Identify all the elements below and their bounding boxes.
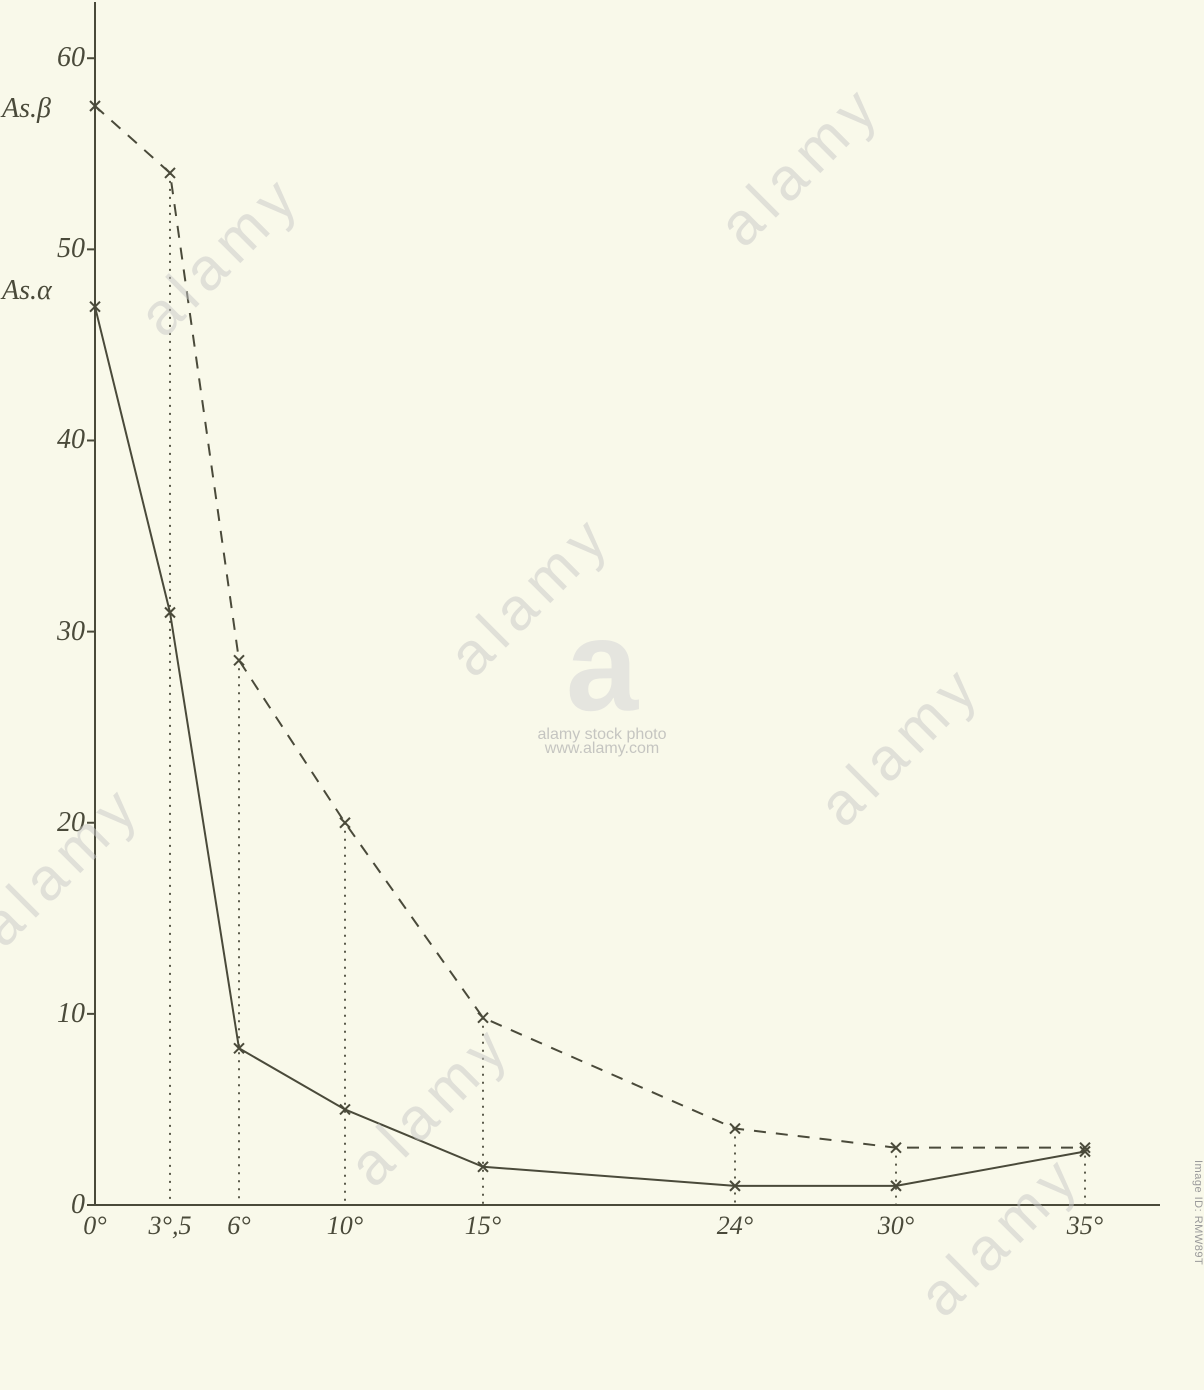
watermark-code: Image ID: RMW89T [1192,1160,1204,1265]
x-tick-label: 24° [717,1211,753,1241]
x-tick-label: 30° [878,1211,914,1241]
y-tick-label: 50 [40,233,85,265]
x-tick-label: 10° [327,1211,363,1241]
x-tick-label: 35° [1067,1211,1103,1241]
y-tick-label: 60 [40,42,85,74]
y-tick-label: 20 [40,807,85,839]
x-tick-label: 0° [83,1211,106,1241]
y-tick-label: 30 [40,616,85,648]
x-tick-label: 15° [465,1211,501,1241]
x-tick-label: 3°,5 [149,1211,192,1241]
chart-container: 0 10 20 30 40 50 60 0° 3°,5 6° 10° 15° 24° 30° 35° As.α… [0,0,1204,1390]
x-tick-label: 6° [227,1211,250,1241]
series-As.β [95,106,1085,1148]
y-tick-label: 10 [40,998,85,1030]
series-label-As.β: As.β [2,93,51,125]
y-tick-label: 0 [40,1189,85,1221]
series-label-As.α: As.α [2,275,52,307]
chart-svg [0,0,1204,1390]
series-As.α [95,307,1085,1186]
y-tick-label: 40 [40,424,85,456]
